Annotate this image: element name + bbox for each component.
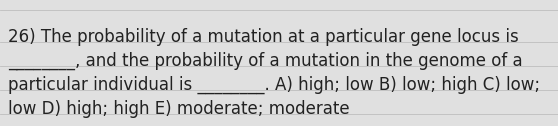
Text: 26) The probability of a mutation at a particular gene locus is: 26) The probability of a mutation at a p… bbox=[8, 28, 519, 46]
Text: low D) high; high E) moderate; moderate: low D) high; high E) moderate; moderate bbox=[8, 100, 350, 118]
Text: particular individual is ________. A) high; low B) low; high C) low;: particular individual is ________. A) hi… bbox=[8, 76, 540, 94]
Text: ________, and the probability of a mutation in the genome of a: ________, and the probability of a mutat… bbox=[8, 52, 523, 70]
